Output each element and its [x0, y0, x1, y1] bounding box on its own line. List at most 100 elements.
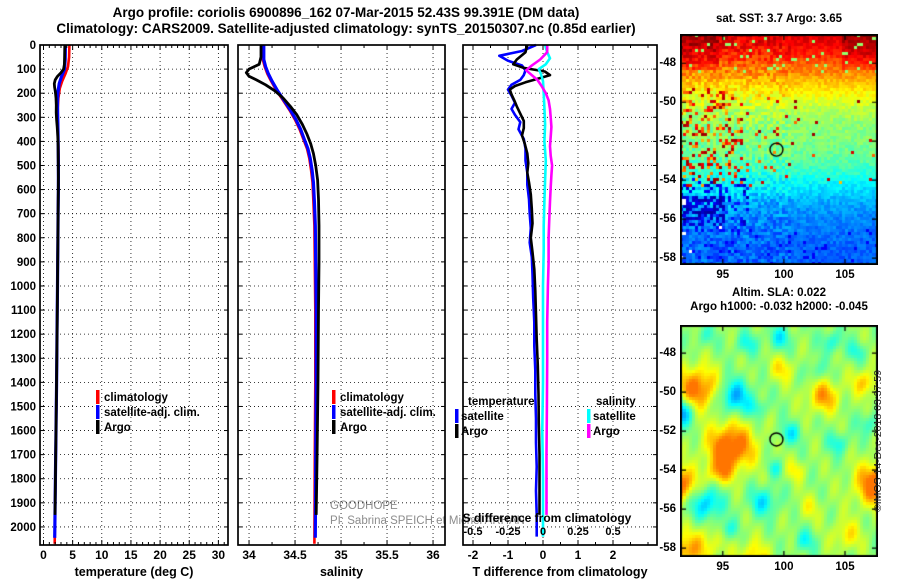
- sla-map: [680, 325, 878, 557]
- x-tick-label: 5: [69, 548, 76, 562]
- legend-label: satellite-adj. clim.: [104, 407, 200, 419]
- legend-label: Argo: [461, 426, 488, 438]
- map-lat-tick-label: -58: [659, 252, 676, 265]
- map-lat-tick-label: -56: [659, 213, 676, 226]
- map-lat-tick-label: -50: [659, 96, 676, 109]
- x-tick-label: 2: [610, 548, 617, 562]
- map-lat-tick-label: -54: [659, 464, 676, 477]
- map-lon-tick-label: 100: [774, 269, 794, 281]
- depth-tick-label: 1000: [10, 281, 36, 293]
- x-tick-label: 1: [575, 548, 582, 562]
- depth-tick-label: 1100: [11, 305, 36, 317]
- map-lon-tick-label: 95: [716, 561, 730, 573]
- legend-header: salinity: [596, 396, 636, 408]
- x-tick-label: 0: [540, 548, 547, 562]
- legend-label: satellite-adj. clim.: [340, 407, 436, 419]
- x-tick-label: 15: [124, 548, 138, 562]
- legend-marker: [332, 390, 336, 404]
- depth-tick-label: 0: [30, 40, 36, 52]
- page-title: Argo profile: coriolis 6900896_162 07-Ma…: [112, 5, 580, 20]
- x-tick-label: 20: [153, 548, 167, 562]
- legend-label: Argo: [593, 426, 620, 438]
- depth-tick-label: 700: [17, 209, 36, 221]
- x-tick-label: 0: [40, 548, 47, 562]
- map-lon-tick-label: 100: [774, 561, 794, 573]
- legend-label: satellite: [461, 411, 504, 423]
- x-tick-label: 30: [212, 548, 226, 562]
- depth-tick-label: 300: [17, 112, 36, 124]
- map-lon-tick-label: 95: [716, 269, 730, 281]
- depth-tick-label: 600: [17, 185, 36, 197]
- plot-frame: [237, 44, 446, 546]
- legend-label: satellite: [593, 411, 636, 423]
- legend-marker: [455, 424, 459, 438]
- map-lat-tick-label: -52: [659, 135, 676, 148]
- x-axis-label: T difference from climatology: [472, 565, 647, 579]
- legend-marker: [96, 405, 100, 419]
- x-tick-label: -1: [503, 548, 514, 562]
- s-difference-tick-label: -0.25: [495, 526, 521, 538]
- profile-series-s-diff-argo: [524, 45, 554, 515]
- map-lat-tick-label: -48: [659, 57, 676, 70]
- x-tick-label: 34.5: [283, 548, 307, 562]
- profile-series-climatology: [53, 44, 71, 544]
- depth-tick-label: 100: [17, 64, 36, 76]
- sst-map-title: sat. SST: 3.7 Argo: 3.65: [715, 13, 843, 25]
- x-axis-label: temperature (deg C): [75, 565, 194, 579]
- depth-tick-label: 800: [17, 233, 36, 245]
- profile-series-s-diff-satellite: [537, 44, 552, 537]
- legend-marker: [332, 420, 336, 434]
- legend-marker: [455, 409, 459, 423]
- legend-marker: [332, 405, 336, 419]
- profile-series-climatology: [261, 45, 317, 544]
- x-tick-label: 10: [95, 548, 109, 562]
- s-difference-tick-label: 0.25: [567, 526, 589, 538]
- legend-label: climatology: [340, 392, 405, 404]
- profile-series-argo: [52, 44, 67, 515]
- legend-marker: [96, 390, 100, 404]
- legend-label: climatology: [104, 392, 169, 404]
- depth-tick-label: 2000: [10, 522, 36, 534]
- profile-series-argo: [244, 45, 321, 515]
- legend-label: Argo: [340, 422, 367, 434]
- map-lat-tick-label: -50: [659, 386, 676, 399]
- x-tick-label: 34: [242, 548, 256, 562]
- x-tick-label: 35.5: [375, 548, 399, 562]
- profile-series-satellite-adj-clim: [53, 44, 67, 538]
- x-tick-label: 36: [426, 548, 440, 562]
- x-axis-label: salinity: [320, 565, 363, 579]
- imos-watermark: ©IMOS 14-Dec-2018 03:37:59: [872, 370, 884, 512]
- depth-tick-label: 1600: [10, 426, 36, 438]
- x-tick-label: 25: [183, 548, 197, 562]
- profile-series-t-diff-satellite: [497, 43, 539, 537]
- legend-label: Argo: [104, 422, 131, 434]
- legend-marker: [587, 409, 591, 423]
- x-tick-label: 35: [334, 548, 348, 562]
- s-difference-axis-label: S difference from climatology: [462, 511, 632, 525]
- goodhope-label: GOODHOPE: [330, 500, 398, 512]
- map-lon-tick-label: 105: [835, 561, 855, 573]
- depth-tick-label: 1400: [10, 377, 36, 389]
- map-lat-tick-label: -58: [659, 542, 676, 555]
- x-tick-label: -2: [468, 548, 479, 562]
- legend-header: temperature: [468, 396, 534, 408]
- profile-series-t-diff-argo: [508, 44, 552, 515]
- plot-frame: [462, 44, 658, 546]
- legend-marker: [96, 420, 100, 434]
- depth-tick-label: 900: [17, 257, 36, 269]
- map-lat-tick-label: -54: [659, 174, 676, 187]
- s-difference-tick-label: 0: [539, 526, 547, 538]
- s-difference-tick-label: -0.5: [463, 526, 483, 538]
- depth-tick-label: 1900: [10, 498, 36, 510]
- sla-map-title-line1: Altim. SLA: 0.022: [732, 287, 826, 299]
- depth-tick-label: 1500: [10, 401, 36, 413]
- page-subtitle: Climatology: CARS2009. Satellite-adjuste…: [56, 21, 636, 36]
- map-lat-tick-label: -48: [659, 347, 676, 360]
- depth-tick-label: 400: [17, 136, 36, 148]
- map-lat-tick-label: -56: [659, 503, 676, 516]
- map-lat-tick-label: -52: [659, 425, 676, 438]
- map-lon-tick-label: 105: [835, 269, 855, 281]
- depth-tick-label: 1200: [10, 329, 36, 341]
- depth-tick-label: 200: [17, 88, 36, 100]
